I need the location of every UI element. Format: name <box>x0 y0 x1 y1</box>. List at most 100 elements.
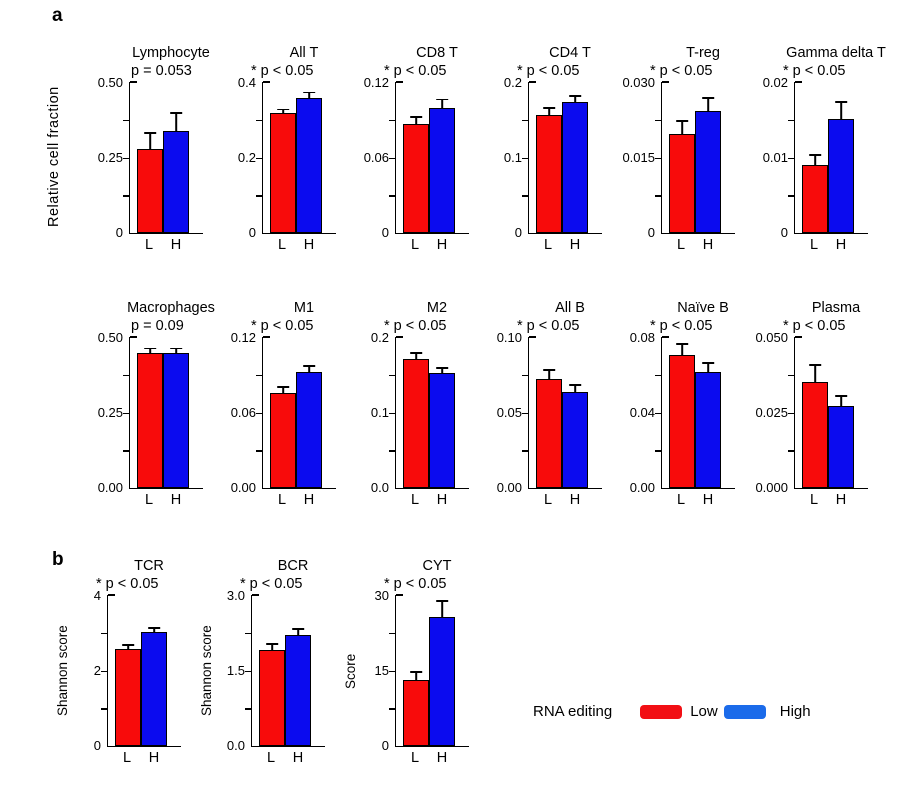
y-tick-label-mid: 1.5 <box>226 663 245 678</box>
error-bar-high <box>441 600 443 618</box>
x-axis-ticks: L H <box>794 234 878 256</box>
y-axis-ticks: 0.2 0.1 0.0 <box>351 331 395 495</box>
y-tick-label-max: 0.12 <box>230 330 256 345</box>
y-tick-label-mid: 15 <box>374 663 389 678</box>
x-axis-ticks: L H <box>262 489 346 511</box>
error-bar-low <box>415 352 417 360</box>
x-tick-label-low: L <box>809 492 819 508</box>
y-tick-label-min: 0 <box>115 225 123 240</box>
axis-top-cap <box>252 594 259 596</box>
y-tick-label-mid: 2 <box>93 663 101 678</box>
bar-chart: CD8 T * p < 0.05 0.12 0.06 0 <box>351 44 479 256</box>
chart-significance: * p < 0.05 <box>384 63 447 79</box>
axis-minor-tick <box>388 708 395 710</box>
axis-minor-tick <box>122 195 129 197</box>
plot-axes <box>787 81 868 234</box>
error-bar-low <box>282 108 284 115</box>
axis-top-cap <box>108 594 115 596</box>
y-axis-label: Score <box>343 653 358 689</box>
chart-title: T-reg <box>686 45 720 61</box>
y-tick-label-min: 0 <box>780 225 788 240</box>
bar-low <box>270 386 296 488</box>
y-tick-label-mid: 0.01 <box>762 150 788 165</box>
bar-chart: TCR * p < 0.05 Shannon score 4 2 0 <box>55 557 191 769</box>
axis-major-tick <box>388 157 395 160</box>
bar-chart: Macrophages p = 0.09 0.50 0.25 0.00 <box>85 299 215 511</box>
panel-b-label: b <box>52 549 64 570</box>
axis-top-cap <box>263 336 270 338</box>
chart-significance: * p < 0.05 <box>783 63 846 79</box>
axis-minor-tick <box>255 195 262 197</box>
axis-top-cap <box>529 81 536 83</box>
bar-high <box>695 97 721 233</box>
y-tick-label-max: 0.2 <box>503 75 522 90</box>
y-axis-ticks: 0.50 0.25 0 <box>85 76 129 240</box>
chart-significance: * p < 0.05 <box>384 318 447 334</box>
error-bar-low <box>681 120 683 136</box>
x-tick-label-low: L <box>809 237 819 253</box>
x-tick-label-high: H <box>292 750 304 766</box>
chart-title: Macrophages <box>127 300 215 316</box>
axis-major-tick <box>654 412 661 415</box>
axis-major-tick <box>122 157 129 160</box>
error-bar-low <box>415 671 417 682</box>
y-tick-label-min: 0.00 <box>496 480 522 495</box>
y-axis-ticks: 30 15 0 <box>365 589 395 753</box>
axis-top-cap <box>130 81 137 83</box>
y-tick-label-max: 0.050 <box>755 330 788 345</box>
error-bar-low <box>681 342 683 356</box>
y-axis-ticks: 0.08 0.04 0.00 <box>617 331 661 495</box>
axis-major-tick <box>521 157 528 160</box>
x-axis-ticks: L H <box>661 489 745 511</box>
axis-minor-tick <box>388 450 395 452</box>
chart-title: All T <box>289 45 319 61</box>
axis-major-tick <box>122 412 129 415</box>
chart-plot-area: 0.030 0.015 0 <box>617 76 745 240</box>
legend-high-label: High <box>779 703 811 720</box>
chart-row-b: TCR * p < 0.05 Shannon score 4 2 0 <box>55 557 479 769</box>
x-tick-label-high: H <box>170 237 182 253</box>
x-tick-label-high: H <box>569 237 581 253</box>
plot-axes <box>787 336 868 489</box>
y-tick-label-min: 0 <box>248 225 256 240</box>
chart-significance: * p < 0.05 <box>517 318 580 334</box>
y-tick-label-max: 0.50 <box>97 75 123 90</box>
chart-significance: * p < 0.05 <box>384 576 447 592</box>
y-tick-label-min: 0.00 <box>97 480 123 495</box>
chart-plot-area: 0.4 0.2 0 <box>218 76 346 240</box>
error-bar-high <box>840 394 842 407</box>
bar-high <box>296 364 322 488</box>
chart-title: TCR <box>134 558 164 574</box>
bar-high <box>429 98 455 233</box>
chart-title: M2 <box>426 300 448 316</box>
chart-title: Gamma delta T <box>786 45 886 61</box>
y-axis-ticks: 0.030 0.015 0 <box>617 76 661 240</box>
x-axis-ticks: L H <box>528 489 612 511</box>
chart-plot-area: 0.12 0.06 0.00 <box>218 331 346 495</box>
chart-significance: * p < 0.05 <box>650 63 713 79</box>
chart-plot-area: 0.08 0.04 0.00 <box>617 331 745 495</box>
y-tick-label-min: 0 <box>514 225 522 240</box>
y-tick-label-mid: 0.06 <box>230 405 256 420</box>
bar-chart: All T * p < 0.05 0.4 0.2 0 <box>218 44 346 256</box>
y-axis-label: Shannon score <box>55 625 70 717</box>
x-tick-label-low: L <box>410 750 420 766</box>
chart-title: CD8 T <box>416 45 458 61</box>
chart-plot-area: Score 30 15 0 <box>343 589 479 753</box>
x-tick-label-high: H <box>436 750 448 766</box>
plot-axes <box>388 336 469 489</box>
y-axis-ticks: 0.10 0.05 0.00 <box>484 331 528 495</box>
x-tick-label-low: L <box>277 492 287 508</box>
chart-significance: p = 0.09 <box>131 318 184 334</box>
chart-title: M1 <box>293 300 315 316</box>
y-tick-label-min: 0 <box>381 225 389 240</box>
chart-significance: * p < 0.05 <box>517 63 580 79</box>
axis-top-cap <box>396 81 403 83</box>
bar-chart: Gamma delta T * p < 0.05 0.02 0.01 0 <box>750 44 886 256</box>
y-tick-label-max: 4 <box>93 588 101 603</box>
error-bar-low <box>149 132 151 151</box>
legend-title: RNA editing <box>533 703 613 720</box>
bar-high <box>828 394 854 488</box>
axis-minor-tick <box>521 195 528 197</box>
error-bar-high <box>297 627 299 636</box>
